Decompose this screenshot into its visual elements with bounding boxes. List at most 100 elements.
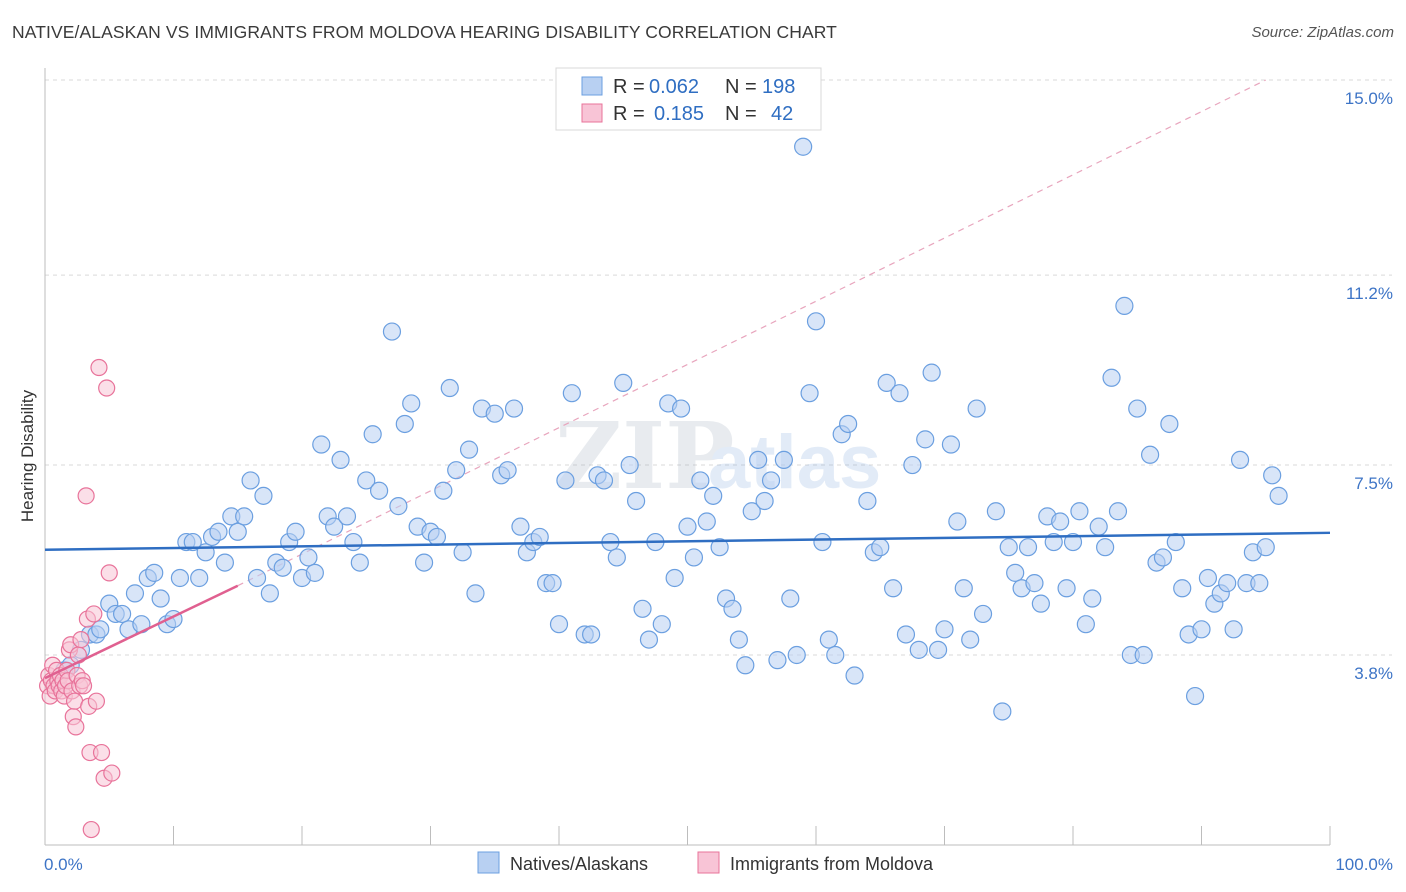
- natives-point-14: [145, 563, 164, 582]
- natives-point-97: [697, 512, 716, 531]
- natives-point-176: [1218, 574, 1237, 593]
- natives-point-27: [228, 522, 247, 541]
- stats-legend: R = 0.062 N = 198 R = 0.185 N = 42: [555, 67, 822, 131]
- natives-point-67: [498, 461, 517, 480]
- moldova-point-34: [85, 605, 103, 623]
- natives-point-140: [986, 502, 1006, 521]
- legend-r-value-2: 0.185: [654, 103, 704, 125]
- trend-extensions: [237, 79, 1267, 587]
- natives-point-177: [1224, 620, 1243, 639]
- natives-point-162: [1128, 399, 1147, 418]
- bottom-legend-label-2: Immigrants from Moldova: [730, 854, 934, 874]
- y-tick-label-1: 7.5%: [1354, 474, 1393, 493]
- natives-point-173: [1198, 568, 1218, 588]
- natives-point-93: [671, 399, 691, 418]
- natives-point-143: [1006, 563, 1025, 582]
- natives-point-52: [395, 414, 414, 434]
- natives-point-136: [954, 579, 973, 598]
- natives-point-128: [903, 455, 922, 475]
- natives-point-129: [909, 640, 928, 659]
- natives-point-133: [935, 620, 954, 639]
- natives-point-155: [1083, 589, 1102, 608]
- bottom-legend-swatch-blue: [477, 851, 500, 874]
- natives-point-178: [1230, 450, 1250, 470]
- natives-point-117: [826, 645, 845, 665]
- natives-point-138: [967, 399, 986, 418]
- moldova-point-37: [92, 743, 111, 762]
- natives-point-18: [170, 568, 190, 588]
- natives-point-112: [794, 137, 813, 156]
- natives-point-183: [1263, 466, 1282, 485]
- natives-point-146: [1025, 574, 1044, 593]
- natives-point-163: [1134, 645, 1153, 665]
- moldova-point-36: [90, 358, 108, 377]
- natives-point-87: [633, 599, 652, 618]
- moldova-trend-line: [44, 584, 239, 680]
- moldova-point-28: [74, 677, 93, 695]
- trend-lines: [44, 531, 1331, 680]
- natives-point-169: [1173, 579, 1192, 598]
- natives-point-124: [877, 373, 896, 393]
- natives-point-167: [1160, 414, 1179, 434]
- natives-point-145: [1018, 538, 1038, 557]
- natives-point-159: [1108, 502, 1128, 521]
- natives-point-65: [485, 404, 504, 423]
- series-natives-alaskans-points: [48, 137, 1288, 721]
- natives-point-105: [749, 450, 768, 470]
- watermark-atlas: atlas: [708, 420, 881, 505]
- natives-point-121: [858, 491, 877, 511]
- natives-point-25: [215, 553, 234, 572]
- natives-point-49: [370, 481, 389, 500]
- natives-point-51: [389, 497, 408, 516]
- natives-point-102: [729, 630, 749, 649]
- y-tick-labels: 3.8% 7.5% 11.2% 15.0%: [1345, 89, 1393, 683]
- natives-point-116: [819, 630, 838, 649]
- natives-point-29: [241, 471, 260, 490]
- natives-point-45: [344, 532, 363, 552]
- natives-point-108: [768, 651, 787, 670]
- natives-point-75: [549, 615, 569, 634]
- natives-point-151: [1057, 579, 1076, 598]
- bottom-legend-label-1: Natives/Alaskans: [510, 854, 648, 874]
- natives-point-149: [1044, 532, 1063, 552]
- x-tick-labels: 0.0% 100.0%: [44, 855, 1393, 874]
- natives-point-95: [684, 548, 704, 567]
- natives-point-86: [626, 491, 646, 511]
- watermark-zip: ZIP: [555, 402, 734, 510]
- natives-point-142: [999, 538, 1018, 557]
- natives-point-101: [723, 599, 742, 618]
- moldova-point-35: [87, 692, 106, 710]
- natives-point-83: [607, 548, 626, 567]
- moldova-point-26: [72, 630, 90, 649]
- natives-point-68: [504, 399, 524, 418]
- natives-point-120: [845, 666, 864, 685]
- natives-point-20: [183, 532, 202, 552]
- natives-point-111: [787, 645, 806, 665]
- natives-point-103: [736, 656, 755, 675]
- natives-point-38: [299, 548, 318, 567]
- chart-title: NATIVE/ALASKAN VS IMMIGRANTS FROM MOLDOV…: [12, 22, 837, 42]
- natives-point-114: [806, 312, 826, 331]
- legend-r-value-1: 0.062: [649, 76, 699, 98]
- natives-point-88: [639, 630, 659, 649]
- natives-point-58: [434, 481, 453, 500]
- natives-point-40: [312, 435, 331, 454]
- natives-point-77: [562, 384, 581, 403]
- natives-point-106: [755, 491, 774, 511]
- natives-point-181: [1250, 574, 1269, 593]
- natives-point-31: [254, 486, 273, 505]
- natives-point-139: [973, 604, 993, 624]
- natives-point-9: [112, 604, 132, 624]
- natives-trend-line: [44, 531, 1331, 552]
- moldova-point-40: [100, 564, 118, 582]
- natives-point-60: [447, 461, 466, 480]
- natives-point-32: [260, 584, 279, 603]
- natives-point-53: [402, 394, 421, 413]
- natives-point-171: [1185, 686, 1205, 706]
- natives-point-94: [678, 517, 697, 536]
- moldova-trend-extension: [237, 79, 1267, 587]
- natives-point-160: [1115, 296, 1134, 315]
- y-axis-label: Hearing Disability: [18, 389, 37, 522]
- natives-point-48: [363, 425, 382, 444]
- moldova-point-39: [98, 379, 116, 397]
